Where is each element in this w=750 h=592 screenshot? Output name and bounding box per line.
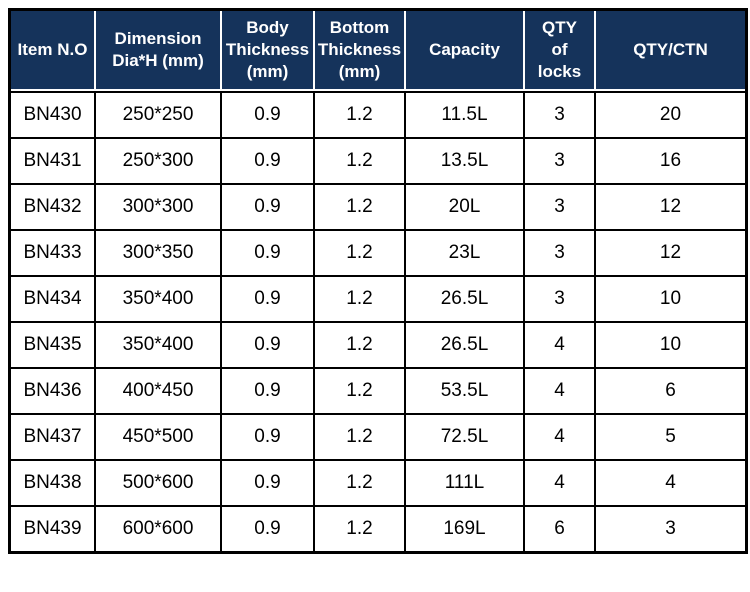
cell-qty-ctn: 10 (596, 321, 745, 367)
cell-dimension: 600*600 (96, 505, 222, 551)
cell-bottom-thickness: 1.2 (315, 91, 406, 137)
table-row: BN434 350*400 0.9 1.2 26.5L 3 10 (11, 275, 745, 321)
col-header-bottom-thickness: Bottom Thickness (mm) (315, 11, 406, 91)
col-header-item-no: Item N.O (11, 11, 96, 91)
cell-qty-locks: 6 (525, 505, 596, 551)
cell-item-no: BN430 (11, 91, 96, 137)
cell-body-thickness: 0.9 (222, 91, 315, 137)
table-row: BN430 250*250 0.9 1.2 11.5L 3 20 (11, 91, 745, 137)
cell-qty-ctn: 3 (596, 505, 745, 551)
cell-bottom-thickness: 1.2 (315, 321, 406, 367)
cell-dimension: 450*500 (96, 413, 222, 459)
table-row: BN439 600*600 0.9 1.2 169L 6 3 (11, 505, 745, 551)
cell-body-thickness: 0.9 (222, 275, 315, 321)
cell-bottom-thickness: 1.2 (315, 459, 406, 505)
cell-body-thickness: 0.9 (222, 459, 315, 505)
cell-bottom-thickness: 1.2 (315, 413, 406, 459)
cell-item-no: BN437 (11, 413, 96, 459)
cell-capacity: 169L (406, 505, 525, 551)
cell-qty-locks: 3 (525, 91, 596, 137)
product-spec-table: Item N.O Dimension Dia*H (mm) Body Thick… (8, 8, 748, 554)
cell-body-thickness: 0.9 (222, 413, 315, 459)
cell-qty-ctn: 20 (596, 91, 745, 137)
cell-bottom-thickness: 1.2 (315, 367, 406, 413)
cell-capacity: 20L (406, 183, 525, 229)
cell-capacity: 23L (406, 229, 525, 275)
cell-bottom-thickness: 1.2 (315, 275, 406, 321)
col-header-qty-ctn: QTY/CTN (596, 11, 745, 91)
cell-qty-ctn: 12 (596, 183, 745, 229)
col-header-body-thickness: Body Thickness (mm) (222, 11, 315, 91)
cell-bottom-thickness: 1.2 (315, 183, 406, 229)
cell-qty-locks: 3 (525, 275, 596, 321)
cell-bottom-thickness: 1.2 (315, 229, 406, 275)
cell-item-no: BN434 (11, 275, 96, 321)
cell-body-thickness: 0.9 (222, 137, 315, 183)
cell-qty-locks: 3 (525, 137, 596, 183)
cell-dimension: 250*250 (96, 91, 222, 137)
cell-qty-locks: 4 (525, 321, 596, 367)
cell-qty-locks: 4 (525, 413, 596, 459)
table-row: BN436 400*450 0.9 1.2 53.5L 4 6 (11, 367, 745, 413)
cell-qty-ctn: 10 (596, 275, 745, 321)
table-row: BN435 350*400 0.9 1.2 26.5L 4 10 (11, 321, 745, 367)
cell-qty-locks: 4 (525, 459, 596, 505)
cell-bottom-thickness: 1.2 (315, 137, 406, 183)
cell-capacity: 111L (406, 459, 525, 505)
cell-dimension: 400*450 (96, 367, 222, 413)
table-row: BN437 450*500 0.9 1.2 72.5L 4 5 (11, 413, 745, 459)
cell-dimension: 350*400 (96, 321, 222, 367)
cell-dimension: 350*400 (96, 275, 222, 321)
cell-body-thickness: 0.9 (222, 505, 315, 551)
cell-item-no: BN439 (11, 505, 96, 551)
table-body: BN430 250*250 0.9 1.2 11.5L 3 20 BN431 2… (11, 91, 745, 551)
col-header-capacity: Capacity (406, 11, 525, 91)
table-row: BN431 250*300 0.9 1.2 13.5L 3 16 (11, 137, 745, 183)
cell-qty-ctn: 6 (596, 367, 745, 413)
header-row: Item N.O Dimension Dia*H (mm) Body Thick… (11, 11, 745, 91)
cell-item-no: BN436 (11, 367, 96, 413)
cell-item-no: BN431 (11, 137, 96, 183)
cell-capacity: 11.5L (406, 91, 525, 137)
cell-qty-ctn: 16 (596, 137, 745, 183)
cell-capacity: 72.5L (406, 413, 525, 459)
table-row: BN438 500*600 0.9 1.2 111L 4 4 (11, 459, 745, 505)
cell-body-thickness: 0.9 (222, 321, 315, 367)
cell-capacity: 53.5L (406, 367, 525, 413)
cell-dimension: 500*600 (96, 459, 222, 505)
cell-qty-ctn: 5 (596, 413, 745, 459)
cell-capacity: 26.5L (406, 275, 525, 321)
cell-dimension: 300*350 (96, 229, 222, 275)
cell-qty-ctn: 4 (596, 459, 745, 505)
table-header: Item N.O Dimension Dia*H (mm) Body Thick… (11, 11, 745, 91)
table-row: BN432 300*300 0.9 1.2 20L 3 12 (11, 183, 745, 229)
cell-body-thickness: 0.9 (222, 367, 315, 413)
cell-body-thickness: 0.9 (222, 183, 315, 229)
cell-item-no: BN433 (11, 229, 96, 275)
cell-capacity: 26.5L (406, 321, 525, 367)
cell-bottom-thickness: 1.2 (315, 505, 406, 551)
cell-capacity: 13.5L (406, 137, 525, 183)
col-header-qty-locks: QTY of locks (525, 11, 596, 91)
cell-body-thickness: 0.9 (222, 229, 315, 275)
col-header-dimension: Dimension Dia*H (mm) (96, 11, 222, 91)
cell-qty-ctn: 12 (596, 229, 745, 275)
table-row: BN433 300*350 0.9 1.2 23L 3 12 (11, 229, 745, 275)
cell-dimension: 250*300 (96, 137, 222, 183)
cell-item-no: BN432 (11, 183, 96, 229)
cell-qty-locks: 3 (525, 229, 596, 275)
cell-qty-locks: 3 (525, 183, 596, 229)
cell-item-no: BN438 (11, 459, 96, 505)
cell-item-no: BN435 (11, 321, 96, 367)
cell-qty-locks: 4 (525, 367, 596, 413)
cell-dimension: 300*300 (96, 183, 222, 229)
